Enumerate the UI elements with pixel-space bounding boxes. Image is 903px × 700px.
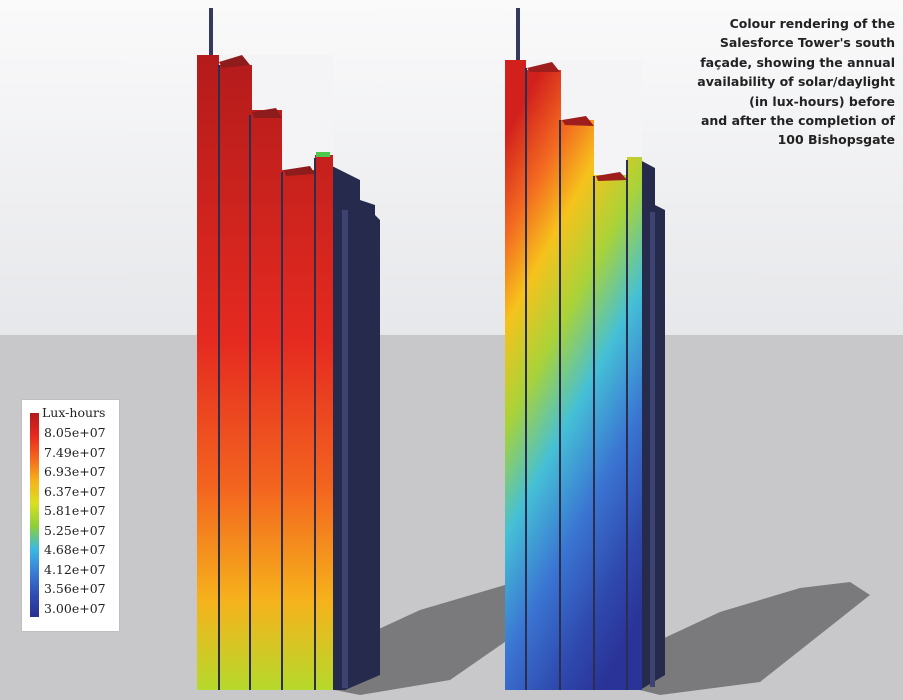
tower-before-side-face	[330, 165, 380, 690]
tower-after	[505, 8, 665, 690]
legend-tick-label: 4.12e+07	[44, 561, 106, 577]
legend-tick-label: 5.81e+07	[44, 503, 106, 518]
legend-tick-label: 7.49e+07	[44, 444, 106, 460]
tower-before-notch-1	[219, 55, 222, 65]
caption-line: 100 Bishopsgate	[777, 132, 895, 148]
caption-line: (in lux-hours) before	[749, 93, 895, 109]
tower-before-notch-5	[315, 55, 333, 155]
tower-before-notch-3	[252, 55, 282, 110]
tower-after-notch-2	[561, 60, 594, 120]
tower-after-notch-4	[627, 60, 642, 157]
color-legend: Lux-hours 8.05e+07 7.49e+07 6.93e+07 6.3…	[22, 400, 119, 631]
tower-before-antenna	[209, 8, 213, 58]
legend-tick-label: 3.00e+07	[44, 600, 106, 616]
tower-before-roof-3	[284, 166, 315, 176]
caption-line: Colour rendering of the	[729, 16, 895, 31]
caption-line: Salesforce Tower's south	[719, 35, 895, 51]
tower-before-notch-4	[282, 55, 315, 170]
legend-color-bar	[30, 413, 39, 617]
caption-line: façade, showing the annual	[700, 54, 895, 70]
legend-tick-label: 4.68e+07	[44, 542, 106, 557]
tower-after-roof-1	[527, 62, 560, 72]
legend-tick-label: 3.56e+07	[44, 581, 106, 596]
tower-before-side-strip	[342, 210, 348, 688]
legend-tick-label: 8.05e+07	[44, 425, 106, 440]
tower-after-roof-3	[596, 172, 627, 181]
tower-after-side-strip	[650, 212, 655, 687]
tower-before	[197, 8, 380, 690]
tower-before-roof-accent	[316, 152, 330, 157]
legend-tick-label: 5.25e+07	[44, 522, 106, 538]
caption-line: and after the completion of	[700, 113, 895, 129]
tower-after-antenna	[516, 8, 520, 63]
figure-caption: Colour rendering of the Salesforce Tower…	[635, 14, 895, 150]
sky	[0, 0, 903, 340]
tower-after-roof-2	[562, 116, 594, 126]
tower-before-roof-1	[219, 55, 250, 68]
legend-title: Lux-hours	[42, 405, 106, 420]
legend-tick-label: 6.93e+07	[44, 464, 106, 479]
legend-tick-label: 6.37e+07	[44, 483, 106, 499]
shadow-after	[640, 582, 870, 695]
caption-line: availability of solar/daylight	[697, 74, 895, 90]
legend-tick-list: 8.05e+07 7.49e+07 6.93e+07 6.37e+07 5.81…	[44, 423, 106, 618]
tower-after-notch-3	[594, 60, 627, 175]
tower-before-roof-2	[252, 108, 282, 118]
